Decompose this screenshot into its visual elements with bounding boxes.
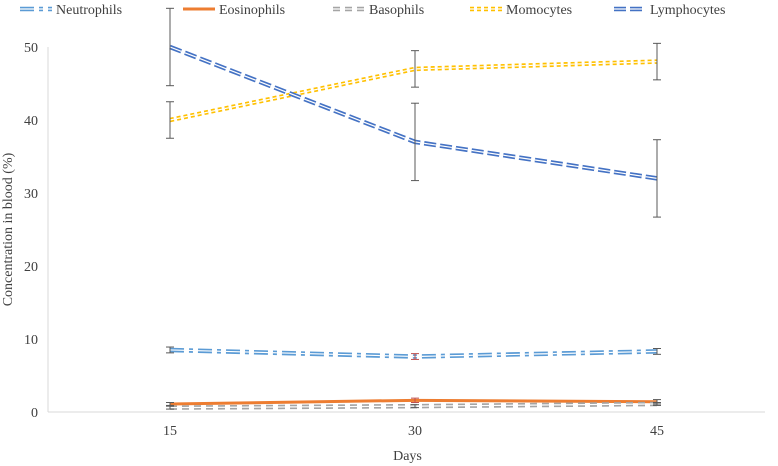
legend-item-momocytes: Momocytes (470, 3, 572, 18)
error-bar (166, 402, 174, 406)
legend-item-lymphocytes: Lymphocytes (614, 3, 725, 18)
error-bar (411, 404, 419, 409)
y-tick-labels: 0 10 20 30 40 50 (24, 41, 38, 421)
y-tick-label: 50 (24, 41, 38, 56)
x-tick-labels: 15 30 45 (163, 424, 664, 439)
legend-label: Momocytes (506, 3, 572, 18)
y-tick-label: 10 (24, 333, 38, 348)
x-axis-label: Days (393, 449, 422, 464)
legend-label: Basophils (369, 3, 424, 18)
legend: Neutrophils Eosinophils Basophils Momocytes… (20, 3, 725, 18)
series-line-core-lymphocytes (169, 46, 658, 179)
y-tick-label: 20 (24, 260, 38, 275)
x-tick-label: 15 (163, 424, 177, 439)
series-line-lymphocytes (169, 44, 658, 181)
error-bar (166, 7, 174, 87)
y-tick-label: 30 (24, 187, 38, 202)
series-line-momocytes (169, 59, 658, 123)
error-bar (653, 42, 661, 81)
y-axis-label: Concentration in blood (%) (1, 152, 16, 306)
error-bar (653, 139, 661, 218)
legend-item-neutrophils: Neutrophils (20, 3, 122, 18)
plot-area: 0 10 20 30 40 50 15 30 45 (24, 7, 765, 439)
x-tick-label: 45 (650, 424, 664, 439)
error-bar (166, 405, 174, 410)
error-bar (653, 402, 661, 406)
y-tick-label: 0 (31, 406, 38, 421)
error-bars (166, 7, 661, 410)
error-bar (411, 353, 419, 360)
legend-label: Eosinophils (219, 3, 285, 18)
series-lymphocytes (169, 44, 658, 181)
error-bar (411, 102, 419, 182)
y-tick-label: 40 (24, 114, 38, 129)
legend-label: Neutrophils (56, 3, 122, 18)
error-bar (653, 347, 661, 355)
legend-item-eosinophils: Eosinophils (183, 3, 285, 18)
error-bar (411, 397, 419, 404)
legend-label: Lymphocytes (650, 3, 725, 18)
error-bar (411, 50, 419, 88)
legend-item-basophils: Basophils (333, 3, 424, 18)
series-momocytes (169, 59, 658, 123)
error-bar (166, 346, 174, 354)
error-bar (166, 101, 174, 139)
x-tick-label: 30 (408, 424, 422, 439)
